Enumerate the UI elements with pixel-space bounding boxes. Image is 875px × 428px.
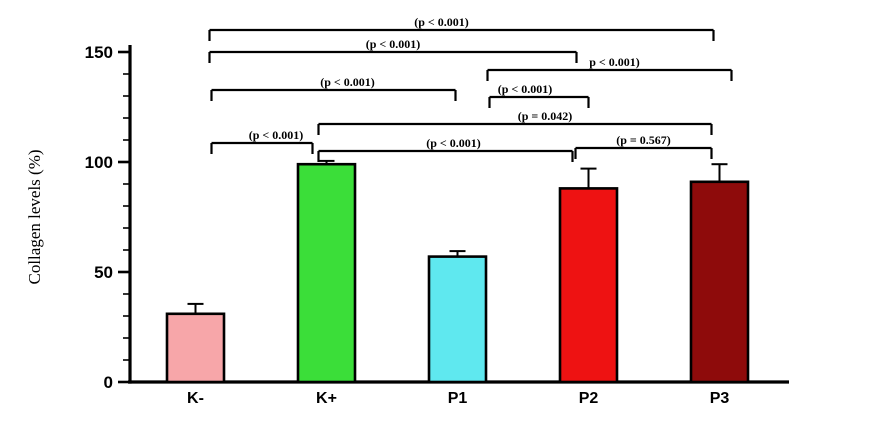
x-tick-label-K-: K- xyxy=(187,390,204,407)
y-axis-title: Collagen levels (%) xyxy=(25,149,44,284)
significance-label-K--K+: (p < 0.001) xyxy=(249,128,304,142)
significance-label-P2-P3: (p = 0.567) xyxy=(616,133,671,147)
x-tick-label-K+: K+ xyxy=(316,390,337,407)
y-tick-label-0: 0 xyxy=(104,373,113,392)
bar-P1 xyxy=(427,255,488,384)
y-tick-label-150: 150 xyxy=(85,43,113,62)
x-tick-label-P2: P2 xyxy=(579,390,599,407)
x-tick-label-P3: P3 xyxy=(710,390,730,407)
significance-label-K--P1: (p < 0.001) xyxy=(320,75,375,89)
y-tick-label-100: 100 xyxy=(85,153,113,172)
significance-label-K--P2: (p < 0.001) xyxy=(366,37,421,51)
significance-label-K+-P3: (p = 0.042) xyxy=(518,109,573,123)
bar-K- xyxy=(165,312,226,384)
significance-label-P1-P3: p < 0.001) xyxy=(589,55,640,69)
bar-P3 xyxy=(689,180,750,384)
significance-label-P1-P2: (p < 0.001) xyxy=(498,82,553,96)
bar-K+ xyxy=(296,162,357,384)
bar-P2 xyxy=(558,187,619,384)
significance-label-K--P3: (p < 0.001) xyxy=(414,15,469,29)
significance-label-K+-P2: (p < 0.001) xyxy=(426,136,481,150)
y-tick-label-50: 50 xyxy=(94,263,113,282)
x-tick-label-P1: P1 xyxy=(448,390,468,407)
